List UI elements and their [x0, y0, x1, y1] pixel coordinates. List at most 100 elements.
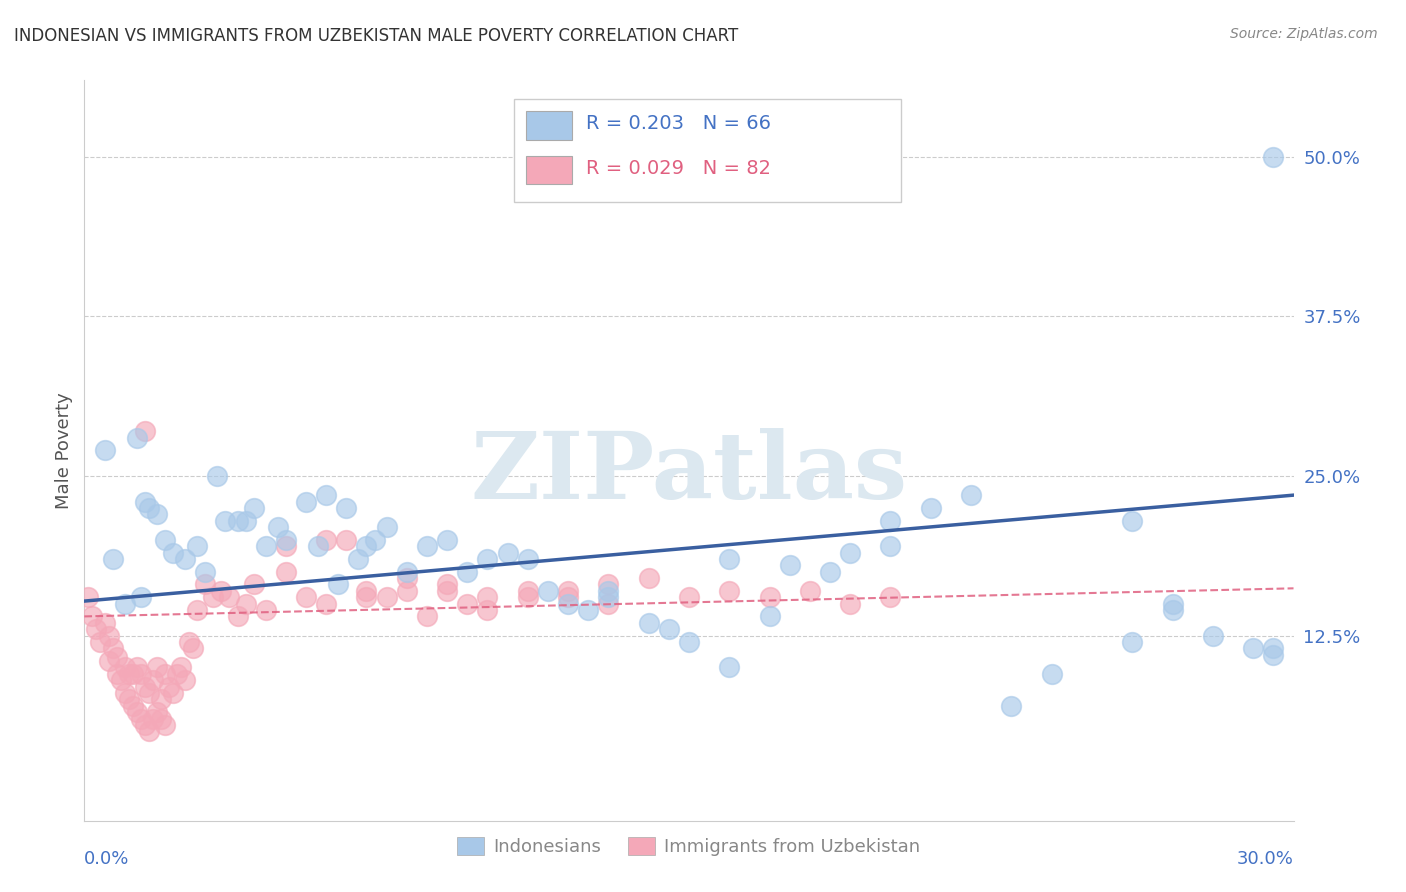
Point [678, 591, 700, 605]
Point [86, 622, 108, 636]
Point [274, 565, 297, 579]
Point [375, 520, 398, 534]
Point [960, 488, 983, 502]
Point [598, 591, 620, 605]
Point [456, 597, 478, 611]
Text: R = 0.203   N = 66: R = 0.203 N = 66 [586, 114, 770, 134]
Point [718, 660, 741, 674]
Point [89, 635, 111, 649]
Point [1263, 648, 1285, 662]
Point [274, 533, 297, 547]
Point [516, 591, 538, 605]
Point [134, 680, 156, 694]
Point [598, 577, 620, 591]
Point [920, 500, 942, 515]
Point [637, 615, 659, 630]
Point [1121, 635, 1143, 649]
Point [118, 692, 141, 706]
Point [477, 552, 499, 566]
Point [202, 591, 225, 605]
Y-axis label: Male Poverty: Male Poverty [55, 392, 73, 508]
Point [678, 635, 700, 649]
Point [97, 629, 120, 643]
Point [162, 545, 184, 559]
Point [77, 591, 100, 605]
Point [114, 686, 136, 700]
Point [718, 583, 741, 598]
Point [1263, 641, 1285, 656]
Point [363, 533, 385, 547]
Point [134, 718, 156, 732]
Point [166, 666, 188, 681]
Point [637, 571, 659, 585]
Point [576, 603, 599, 617]
Legend: Indonesians, Immigrants from Uzbekistan: Indonesians, Immigrants from Uzbekistan [450, 830, 928, 863]
Point [779, 558, 801, 573]
Text: Source: ZipAtlas.com: Source: ZipAtlas.com [1230, 27, 1378, 41]
Point [214, 514, 236, 528]
Point [1161, 597, 1184, 611]
Point [254, 539, 277, 553]
Text: R = 0.029   N = 82: R = 0.029 N = 82 [586, 159, 770, 178]
Point [315, 533, 337, 547]
Point [477, 591, 499, 605]
Point [356, 583, 378, 598]
Point [1263, 150, 1285, 164]
Point [118, 666, 141, 681]
Point [1040, 666, 1063, 681]
Text: 0.0%: 0.0% [84, 850, 129, 868]
Point [436, 577, 458, 591]
Point [121, 666, 143, 681]
FancyBboxPatch shape [526, 112, 572, 139]
Point [416, 609, 439, 624]
Point [170, 660, 193, 674]
Point [356, 539, 378, 553]
Point [114, 660, 136, 674]
Point [194, 577, 217, 591]
Point [194, 565, 217, 579]
Point [129, 666, 152, 681]
Point [149, 712, 172, 726]
Point [718, 552, 741, 566]
Point [153, 718, 176, 732]
Point [395, 583, 418, 598]
Point [186, 539, 208, 553]
Point [516, 583, 538, 598]
Point [242, 577, 264, 591]
Point [839, 597, 862, 611]
Point [207, 469, 229, 483]
Point [153, 533, 176, 547]
Point [142, 712, 165, 726]
Point [516, 552, 538, 566]
Point [879, 539, 901, 553]
Point [114, 597, 136, 611]
Point [138, 724, 160, 739]
Point [129, 712, 152, 726]
Point [335, 533, 357, 547]
Point [142, 673, 165, 688]
FancyBboxPatch shape [513, 99, 901, 202]
Point [162, 686, 184, 700]
Point [879, 591, 901, 605]
Point [1161, 603, 1184, 617]
Point [93, 443, 115, 458]
Text: ZIPatlas: ZIPatlas [471, 427, 907, 517]
Point [226, 609, 249, 624]
Point [146, 705, 169, 719]
Point [839, 545, 862, 559]
Point [477, 603, 499, 617]
Text: 30.0%: 30.0% [1237, 850, 1294, 868]
Point [125, 705, 148, 719]
Point [1241, 641, 1264, 656]
Point [496, 545, 519, 559]
Point [347, 552, 370, 566]
Point [315, 597, 337, 611]
Point [395, 571, 418, 585]
Point [242, 500, 264, 515]
Point [101, 552, 124, 566]
Point [82, 609, 104, 624]
Point [125, 431, 148, 445]
Point [818, 565, 841, 579]
Point [758, 591, 780, 605]
Point [235, 597, 257, 611]
